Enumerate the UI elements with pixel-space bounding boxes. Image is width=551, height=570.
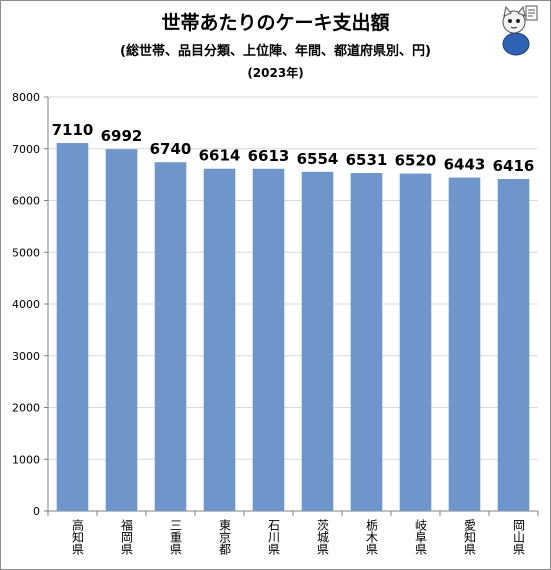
data-label: 7110 — [52, 121, 94, 139]
y-tick-label: 6000 — [12, 195, 40, 208]
x-tick-label: 高知県 — [71, 518, 85, 555]
y-tick-label: 7000 — [12, 143, 40, 156]
y-tick-label: 2000 — [12, 402, 40, 415]
data-label: 6443 — [444, 156, 486, 174]
data-label: 6554 — [297, 150, 339, 168]
chart-year-label: (2023年) — [247, 66, 304, 80]
bar — [105, 149, 138, 511]
y-tick-label: 3000 — [12, 350, 40, 363]
cat-mascot-icon — [502, 5, 538, 56]
data-label: 6740 — [150, 140, 192, 158]
data-label: 6614 — [199, 147, 241, 165]
bar — [203, 168, 236, 511]
data-label: 6416 — [493, 157, 535, 175]
bar — [399, 173, 432, 511]
bar — [154, 162, 187, 511]
x-tick-label: 愛知県 — [463, 519, 477, 555]
bar — [56, 143, 89, 511]
bar — [448, 177, 481, 511]
x-tick-label: 石川県 — [267, 519, 281, 555]
x-tick-label: 岡山県 — [512, 519, 526, 555]
data-label: 6520 — [395, 152, 437, 170]
data-label: 6531 — [346, 151, 388, 169]
y-tick-label: 0 — [33, 505, 40, 518]
x-tick-label: 茨城県 — [316, 519, 330, 555]
bar — [497, 178, 530, 512]
x-tick-label: 三重県 — [169, 519, 183, 555]
x-tick-label: 東京都 — [218, 519, 232, 555]
chart-title: 世帯あたりのケーキ支出額 — [161, 12, 390, 34]
data-label: 6613 — [248, 147, 290, 165]
y-tick-label: 5000 — [12, 246, 40, 259]
x-tick-label: 福岡県 — [120, 518, 134, 555]
chart-subtitle: (総世帯、品目分類、上位陣、年間、都道府県別、円) — [120, 44, 431, 59]
data-label: 6992 — [101, 127, 143, 145]
bar — [350, 173, 383, 511]
y-tick-label: 4000 — [12, 298, 40, 311]
bar — [252, 168, 285, 511]
bar — [301, 171, 334, 511]
x-tick-label: 岐阜県 — [414, 519, 428, 555]
y-tick-label: 1000 — [12, 453, 40, 466]
x-tick-label: 栃木県 — [365, 519, 379, 555]
y-tick-label: 8000 — [12, 91, 40, 104]
